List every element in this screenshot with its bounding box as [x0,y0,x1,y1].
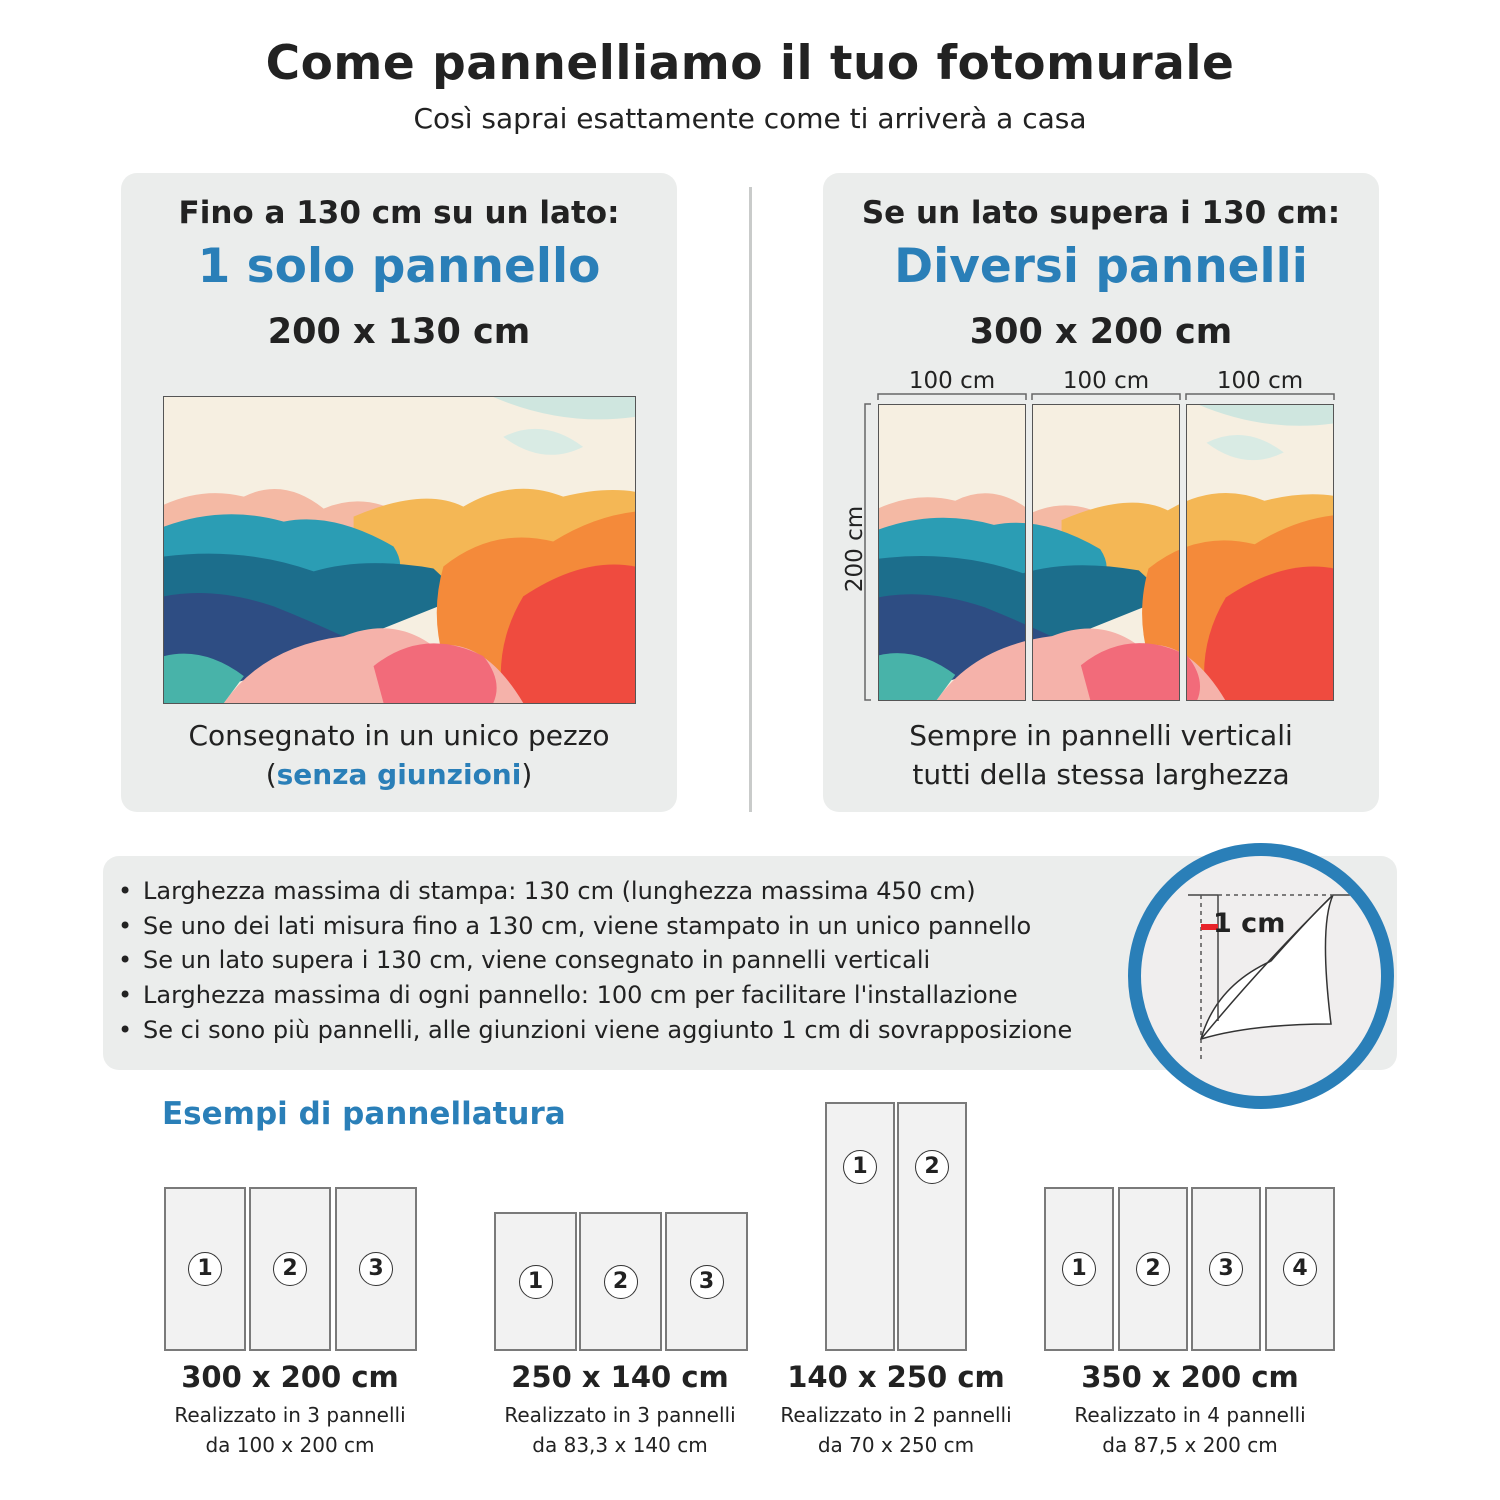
page-title: Come pannelliamo il tuo fotomurale [265,36,1235,91]
overlap-label: 1 cm [1213,908,1286,939]
paren: ( [265,758,277,791]
panel-number-badge: 2 [603,1264,638,1299]
panel-number-badge: 2 [915,1149,949,1184]
divider [749,187,752,812]
example-description: da 70 x 250 cm [817,1433,975,1457]
example-size: 350 x 200 cm [1081,1360,1299,1394]
dimension-brackets [864,393,1335,701]
card-dimensions: 300 x 200 cm [969,312,1233,352]
example-description: Realizzato in 4 pannelli [1074,1403,1306,1427]
panel-number-badge: 1 [188,1252,222,1286]
peeling-panel-icon [1188,894,1356,1061]
card-highlight: Diversi pannelli [894,239,1308,294]
paneled-wallpaper-image [878,404,1334,701]
overlap-detail-icon: 1 cm [1128,843,1394,1109]
panel-gap [1026,404,1032,701]
example-description: da 87,5 x 200 cm [1102,1433,1278,1457]
panel-gap [1180,404,1186,701]
example-panel [825,1102,895,1351]
info-bullet: Larghezza massima di stampa: 130 cm (lun… [118,874,1072,909]
example-size: 300 x 200 cm [181,1360,399,1394]
panel-number-badge: 2 [1136,1252,1170,1286]
example-description: Realizzato in 2 pannelli [780,1403,1012,1427]
paren: ) [521,758,533,791]
caption-line-2: tutti della stessa larghezza [912,758,1290,791]
overlap-marker [1201,924,1218,930]
info-bullet: Se ci sono più pannelli, alle giunzioni … [118,1013,1072,1048]
panel-height-label: 200 cm [842,505,868,593]
example-description: Realizzato in 3 pannelli [504,1403,736,1427]
card-heading: Se un lato supera i 130 cm: [861,195,1341,231]
card-heading: Fino a 130 cm su un lato: [178,195,620,231]
panel-number-badge: 3 [1209,1252,1243,1286]
multi-panel-card: Se un lato supera i 130 cm: Diversi pann… [823,173,1379,812]
panel-width-label: 100 cm [1216,368,1304,394]
example-size: 140 x 250 cm [787,1360,1005,1394]
panel-number-badge: 3 [689,1264,724,1299]
page-subtitle: Così saprai esattamente come ti arriverà… [413,102,1087,135]
info-bullet: Se uno dei lati misura fino a 130 cm, vi… [118,909,1072,944]
single-panel-card: Fino a 130 cm su un lato: 1 solo pannell… [121,173,677,812]
panel-number-badge: 1 [843,1149,877,1184]
panel-number-badge: 1 [1062,1252,1096,1286]
caption-line: Consegnato in un unico pezzo [188,719,610,752]
panel-number-badge: 2 [273,1252,307,1286]
panel-outline [1186,404,1334,701]
caption-line-2: (senza giunzioni) [121,755,677,794]
example-panel [164,1187,246,1351]
panel-width-label: 100 cm [908,368,996,394]
example-description: da 83,3 x 140 cm [532,1433,708,1457]
wallpaper-preview-image [163,396,636,704]
panel-number-badge: 1 [518,1264,553,1299]
card-caption: Consegnato in un unico pezzo (senza giun… [121,716,677,794]
caption-line: Sempre in pannelli verticali [909,719,1293,752]
caption-highlight: senza giunzioni [276,758,522,791]
example-size: 250 x 140 cm [511,1360,729,1394]
panel-number-badge: 3 [359,1252,393,1286]
card-dimensions: 200 x 130 cm [267,312,531,352]
info-bullet: Se un lato supera i 130 cm, viene conseg… [118,943,1072,978]
example-panel [897,1102,967,1351]
examples-title: Esempi di pannellatura [162,1096,566,1132]
panel-number-badge: 4 [1283,1252,1317,1286]
info-bullet: Larghezza massima di ogni pannello: 100 … [118,978,1072,1013]
card-caption: Sempre in pannelli verticali tutti della… [823,716,1379,794]
panel-width-label: 100 cm [1062,368,1150,394]
info-bullet-list: Larghezza massima di stampa: 130 cm (lun… [118,874,1072,1048]
example-description: da 100 x 200 cm [205,1433,375,1457]
panel-outline [1032,404,1180,701]
example-description: Realizzato in 3 pannelli [174,1403,406,1427]
example-panel [494,1212,577,1351]
panel-outline [878,404,1026,701]
card-highlight: 1 solo pannello [197,239,601,294]
